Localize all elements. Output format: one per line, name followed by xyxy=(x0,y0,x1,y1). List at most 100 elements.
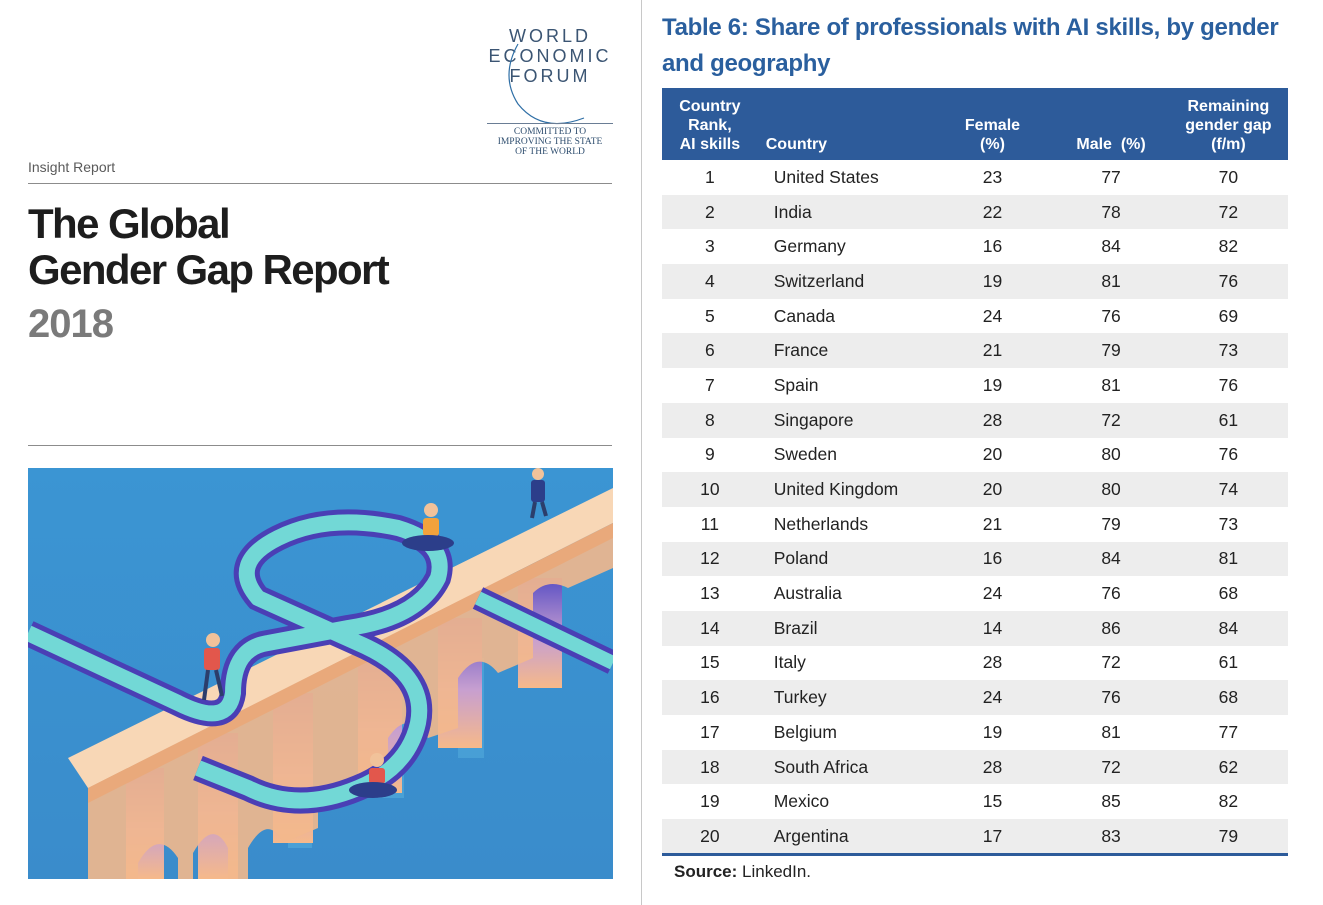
cell-rank: 10 xyxy=(662,472,758,507)
cell-rank: 19 xyxy=(662,784,758,820)
logo-line: FORUM xyxy=(509,66,591,86)
table-row: 2 India 22 78 72 xyxy=(662,194,1288,230)
source-label: Source: xyxy=(674,862,738,881)
table-row: 14 Brazil 14 86 84 xyxy=(662,610,1288,646)
cell-gender-gap: 76 xyxy=(1168,437,1288,473)
cell-gender-gap: 74 xyxy=(1168,472,1288,507)
cell-female: 20 xyxy=(931,437,1054,473)
header-line: Remaining xyxy=(1187,98,1270,115)
cell-gender-gap: 68 xyxy=(1168,680,1288,715)
wef-logo: WORLD ECONOMIC FORUM xyxy=(480,26,620,125)
tagline-line: COMMITTED TO xyxy=(513,127,587,137)
cell-gender-gap: 82 xyxy=(1168,784,1288,820)
cell-female: 19 xyxy=(931,715,1054,750)
cell-female: 28 xyxy=(931,402,1054,438)
cell-female: 16 xyxy=(931,229,1054,265)
cell-gender-gap: 82 xyxy=(1168,229,1288,265)
table-row: 19 Mexico 15 85 82 xyxy=(662,784,1288,820)
report-cover: WORLD ECONOMIC FORUM COMMITTED TO IMPROV… xyxy=(0,0,642,905)
cell-female: 24 xyxy=(931,680,1054,715)
cell-male: 76 xyxy=(1053,680,1169,715)
logo-line: ECONOMIC xyxy=(488,46,612,66)
cell-country: Canada xyxy=(757,298,932,334)
column-header-male: Male (%) xyxy=(1053,88,1169,160)
logo-line: WORLD xyxy=(509,26,591,46)
logo-arc-icon xyxy=(508,43,585,125)
wef-tagline: COMMITTED TO IMPROVING THE STATE OF THE … xyxy=(480,127,620,157)
cell-female: 17 xyxy=(931,819,1054,854)
header-line: Country xyxy=(679,98,741,115)
cell-male: 85 xyxy=(1053,784,1169,820)
report-year: 2018 xyxy=(28,302,114,346)
cell-gender-gap: 79 xyxy=(1168,819,1288,854)
cell-country: Spain xyxy=(757,368,932,403)
cell-gender-gap: 70 xyxy=(1168,160,1288,195)
cell-rank: 15 xyxy=(662,645,758,681)
cell-country: United States xyxy=(757,160,932,195)
table-row: 12 Poland 16 84 81 xyxy=(662,541,1288,577)
cell-country: Italy xyxy=(757,645,932,681)
header-line: Female xyxy=(964,117,1021,134)
cell-male: 77 xyxy=(1053,160,1169,195)
cell-rank: 18 xyxy=(662,749,758,785)
table-row: 9 Sweden 20 80 76 xyxy=(662,437,1288,473)
table-row: 15 Italy 28 72 61 xyxy=(662,645,1288,681)
tagline-line: OF THE WORLD xyxy=(515,147,585,157)
cell-gender-gap: 84 xyxy=(1168,610,1288,646)
table-row: 3 Germany 16 84 82 xyxy=(662,229,1288,265)
insight-report-label: Insight Report xyxy=(28,159,116,175)
report-title: The Global Gender Gap Report xyxy=(28,201,390,293)
cell-male: 79 xyxy=(1053,506,1169,542)
table-row: 1 United States 23 77 70 xyxy=(662,160,1288,195)
divider xyxy=(28,183,612,184)
cell-country: Brazil xyxy=(757,610,932,646)
cell-male: 81 xyxy=(1053,715,1169,750)
cell-male: 84 xyxy=(1053,229,1169,265)
cell-male: 81 xyxy=(1053,368,1169,403)
cell-rank: 4 xyxy=(662,264,758,299)
cell-rank: 12 xyxy=(662,541,758,577)
table-body: 1 United States 23 77 70 2 India 22 78 72 3 Germany… xyxy=(662,160,1288,854)
cell-female: 28 xyxy=(931,645,1054,681)
divider xyxy=(28,445,612,446)
cell-country: Germany xyxy=(757,229,932,265)
cell-female: 24 xyxy=(931,576,1054,611)
cell-gender-gap: 72 xyxy=(1168,194,1288,230)
cell-male: 76 xyxy=(1053,298,1169,334)
table-row: 18 South Africa 28 72 62 xyxy=(662,749,1288,785)
cell-female: 22 xyxy=(931,194,1054,230)
cell-gender-gap: 81 xyxy=(1168,541,1288,577)
cell-male: 81 xyxy=(1053,264,1169,299)
cell-country: France xyxy=(757,333,932,369)
cell-country: South Africa xyxy=(757,749,932,785)
cell-gender-gap: 76 xyxy=(1168,368,1288,403)
source-note: Source: LinkedIn. xyxy=(674,862,811,882)
cell-rank: 1 xyxy=(662,160,758,195)
table-row: 11 Netherlands 21 79 73 xyxy=(662,506,1288,542)
cell-gender-gap: 61 xyxy=(1168,645,1288,681)
header-line: (f/m) xyxy=(1211,136,1246,153)
header-line: (%) xyxy=(980,136,1005,153)
cell-male: 78 xyxy=(1053,194,1169,230)
cell-rank: 6 xyxy=(662,333,758,369)
cell-rank: 8 xyxy=(662,402,758,438)
table-row: 20 Argentina 17 83 79 xyxy=(662,819,1288,854)
cell-rank: 16 xyxy=(662,680,758,715)
cell-rank: 5 xyxy=(662,298,758,334)
cell-rank: 13 xyxy=(662,576,758,611)
cell-rank: 2 xyxy=(662,194,758,230)
cell-country: Switzerland xyxy=(757,264,932,299)
cell-country: Sweden xyxy=(757,437,932,473)
table-row: 16 Turkey 24 76 68 xyxy=(662,680,1288,715)
cell-male: 86 xyxy=(1053,610,1169,646)
cell-female: 21 xyxy=(931,506,1054,542)
cell-male: 80 xyxy=(1053,472,1169,507)
table-title: Table 6: Share of professionals with AI … xyxy=(662,14,1279,77)
cell-female: 24 xyxy=(931,298,1054,334)
column-header-rank: Country Rank, AI skills xyxy=(662,88,758,160)
cell-country: United Kingdom xyxy=(757,472,932,507)
cell-gender-gap: 68 xyxy=(1168,576,1288,611)
cell-gender-gap: 61 xyxy=(1168,402,1288,438)
table-row: 13 Australia 24 76 68 xyxy=(662,576,1288,611)
cell-gender-gap: 73 xyxy=(1168,506,1288,542)
